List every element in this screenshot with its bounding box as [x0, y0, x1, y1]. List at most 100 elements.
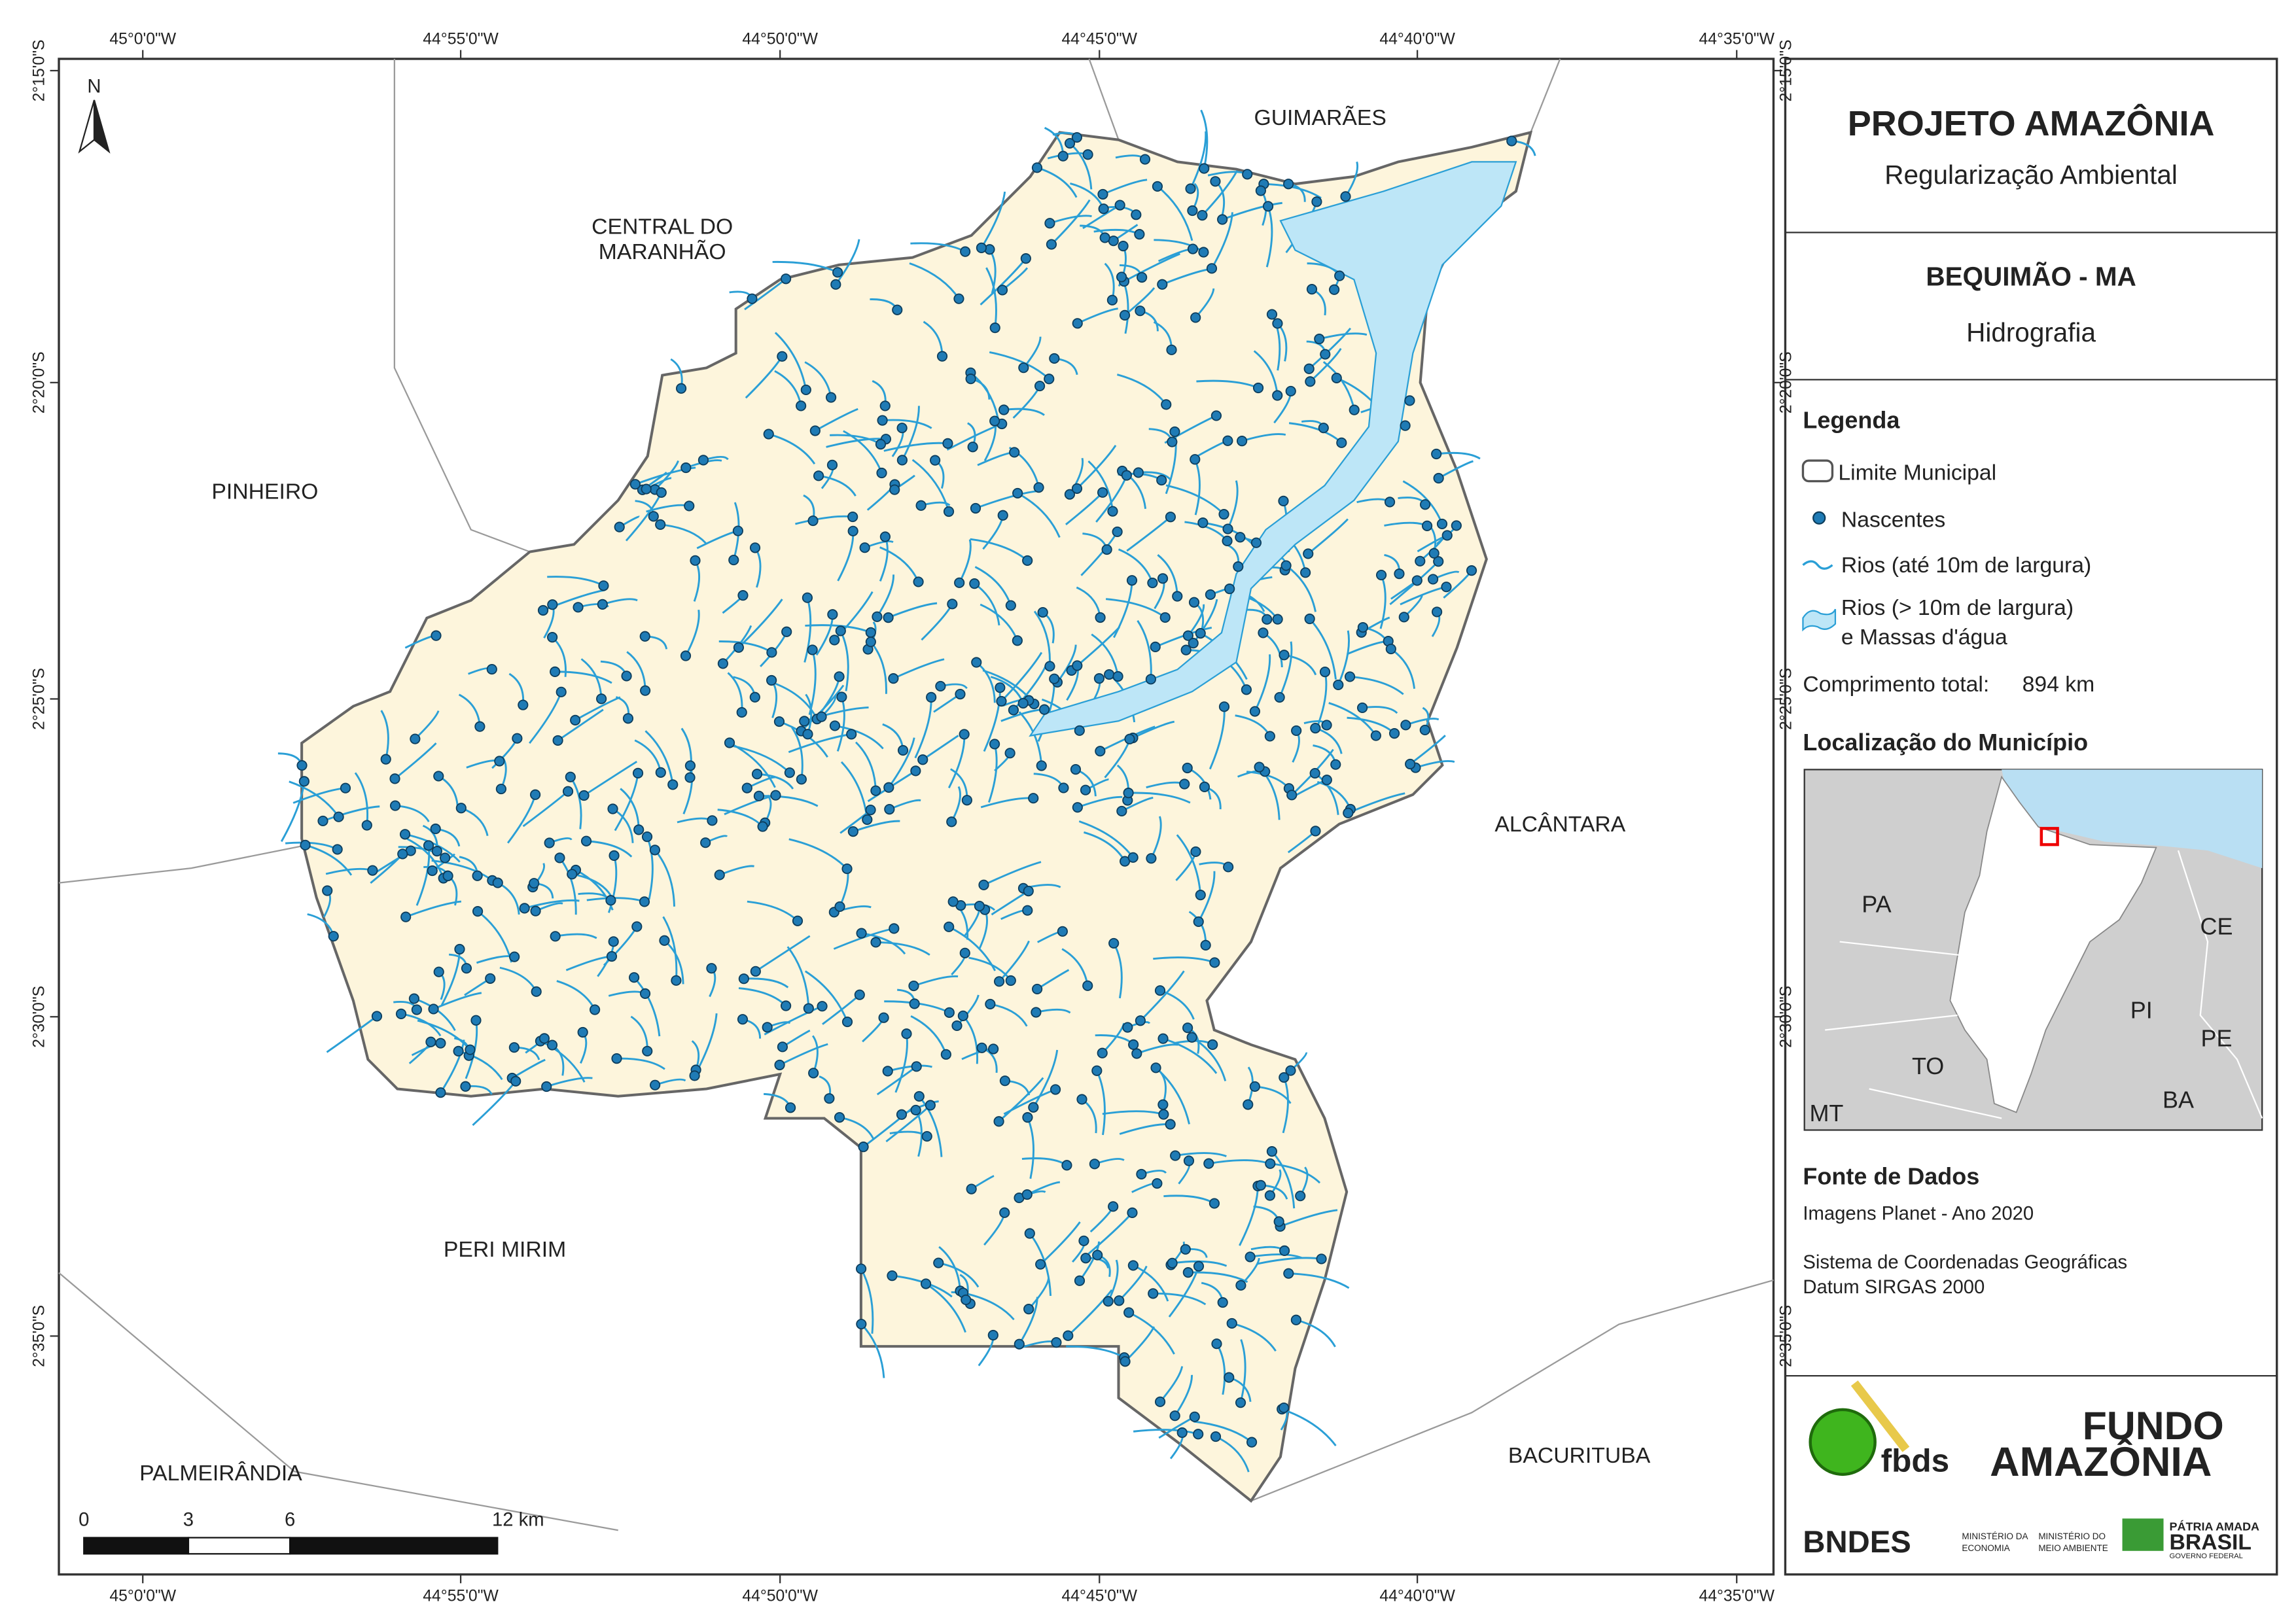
spring	[1349, 404, 1360, 415]
spring	[762, 1022, 773, 1033]
river	[839, 630, 849, 691]
spring	[470, 1015, 482, 1026]
river	[289, 780, 340, 818]
inset-locator	[2040, 827, 2059, 846]
river	[901, 406, 920, 461]
spring	[1039, 704, 1050, 715]
river	[633, 977, 661, 1037]
river	[1200, 109, 1209, 169]
spring	[1283, 1268, 1294, 1279]
spring	[1021, 1189, 1033, 1200]
spring	[1295, 1191, 1306, 1202]
river	[855, 741, 877, 791]
spring	[706, 963, 717, 974]
graticule-label: 44°50'0"W	[742, 30, 818, 48]
spring	[510, 1075, 521, 1087]
spring	[965, 374, 976, 385]
spring	[1252, 382, 1264, 394]
spring	[1183, 1155, 1195, 1166]
spring	[430, 823, 441, 835]
river	[730, 744, 790, 774]
spring	[766, 674, 777, 686]
spring	[690, 555, 701, 566]
spring	[884, 804, 895, 815]
river	[958, 539, 972, 584]
spring	[896, 1109, 908, 1120]
spring	[803, 1003, 814, 1014]
spring	[1197, 517, 1209, 529]
legend-item: Nascentes	[1841, 507, 1945, 532]
neighbor-name: PINHEIRO	[211, 480, 318, 504]
spring	[1152, 1178, 1163, 1189]
spring	[1044, 661, 1055, 672]
river	[1076, 444, 1117, 489]
spring	[1320, 349, 1331, 360]
spring	[1146, 853, 1157, 864]
river	[758, 795, 819, 807]
river	[892, 658, 945, 680]
spring	[1182, 630, 1193, 641]
spring	[1120, 1356, 1131, 1367]
spring	[1189, 1411, 1200, 1422]
spring	[486, 663, 497, 675]
spring	[596, 693, 607, 705]
spring	[1018, 362, 1029, 374]
river	[684, 610, 700, 657]
river	[1409, 735, 1446, 765]
spring	[1300, 567, 1311, 578]
inset-label: BA	[2163, 1087, 2194, 1113]
river	[660, 523, 707, 544]
spring	[1097, 1047, 1108, 1058]
spring	[834, 1111, 845, 1123]
river	[1285, 565, 1316, 612]
river	[911, 459, 950, 512]
spring	[530, 905, 541, 916]
spring	[1466, 565, 1477, 576]
spring	[1309, 767, 1320, 779]
spring	[1222, 523, 1233, 534]
spring	[440, 852, 451, 864]
river	[1222, 201, 1282, 220]
spring	[1035, 1259, 1046, 1270]
spring	[1333, 679, 1344, 691]
spring	[655, 767, 666, 778]
spring	[737, 590, 749, 601]
spring	[1370, 730, 1381, 741]
spring	[546, 1039, 558, 1051]
spring	[1195, 627, 1206, 639]
spring	[1070, 764, 1082, 775]
river	[963, 1292, 1015, 1321]
spring	[1436, 518, 1448, 530]
spring	[832, 267, 843, 278]
inset-state	[1949, 775, 2157, 1113]
spring	[1187, 205, 1198, 217]
river	[394, 742, 437, 780]
north-label: N	[87, 77, 101, 97]
spring	[1198, 247, 1209, 258]
spring	[1156, 474, 1167, 486]
river	[815, 408, 858, 432]
graticule-label: 2°20'0"S	[1777, 351, 1795, 413]
spring	[1209, 1198, 1220, 1209]
river	[440, 1039, 465, 1093]
total-label: Comprimento total:	[1803, 672, 1989, 697]
spring	[976, 242, 987, 254]
spring	[1272, 390, 1283, 401]
spring	[1095, 612, 1106, 623]
river	[645, 730, 674, 785]
river	[1279, 641, 1293, 698]
scale-bar	[83, 1537, 190, 1555]
spring	[1431, 448, 1442, 460]
spring	[1249, 706, 1260, 717]
river	[779, 1043, 828, 1066]
spring	[1330, 759, 1341, 770]
scale-label: 12 km	[492, 1510, 544, 1531]
spring	[1145, 674, 1156, 685]
river	[1077, 307, 1118, 324]
spring	[970, 502, 981, 514]
spring	[1020, 253, 1031, 264]
spring	[988, 1043, 999, 1055]
spring	[1193, 1429, 1204, 1440]
river	[1176, 834, 1202, 896]
river	[1436, 451, 1481, 460]
